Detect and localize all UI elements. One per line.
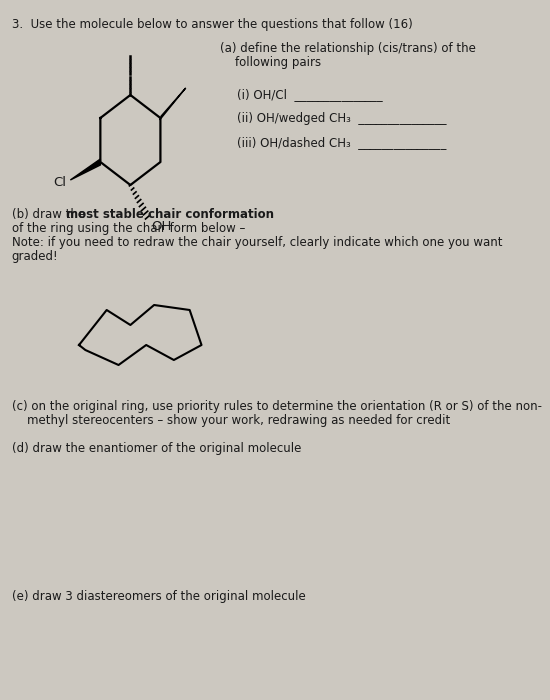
Text: (i) OH/Cl  _______________: (i) OH/Cl _______________ — [237, 88, 383, 101]
Text: OH: OH — [151, 220, 171, 233]
Polygon shape — [70, 159, 100, 180]
Text: graded!: graded! — [12, 250, 58, 263]
Text: of the ring using the chair form below –: of the ring using the chair form below – — [12, 222, 245, 235]
Text: Note: if you need to redraw the chair yourself, clearly indicate which one you w: Note: if you need to redraw the chair yo… — [12, 236, 502, 249]
Text: most stable chair conformation: most stable chair conformation — [67, 208, 274, 221]
Text: 3.  Use the molecule below to answer the questions that follow (16): 3. Use the molecule below to answer the … — [12, 18, 412, 31]
Text: (b) draw the: (b) draw the — [12, 208, 89, 221]
Text: methyl stereocenters – show your work, redrawing as needed for credit: methyl stereocenters – show your work, r… — [12, 414, 450, 427]
Text: (e) draw 3 diastereomers of the original molecule: (e) draw 3 diastereomers of the original… — [12, 590, 306, 603]
Text: Cl: Cl — [53, 176, 67, 188]
Text: (d) draw the enantiomer of the original molecule: (d) draw the enantiomer of the original … — [12, 442, 301, 455]
Text: (c) on the original ring, use priority rules to determine the orientation (R or : (c) on the original ring, use priority r… — [12, 400, 542, 413]
Text: following pairs: following pairs — [219, 56, 321, 69]
Text: (iii) OH/dashed CH₃  _______________: (iii) OH/dashed CH₃ _______________ — [237, 136, 447, 149]
Text: (a) define the relationship (cis/trans) of the: (a) define the relationship (cis/trans) … — [219, 42, 476, 55]
Polygon shape — [160, 88, 186, 120]
Text: (ii) OH/wedged CH₃  _______________: (ii) OH/wedged CH₃ _______________ — [237, 112, 447, 125]
